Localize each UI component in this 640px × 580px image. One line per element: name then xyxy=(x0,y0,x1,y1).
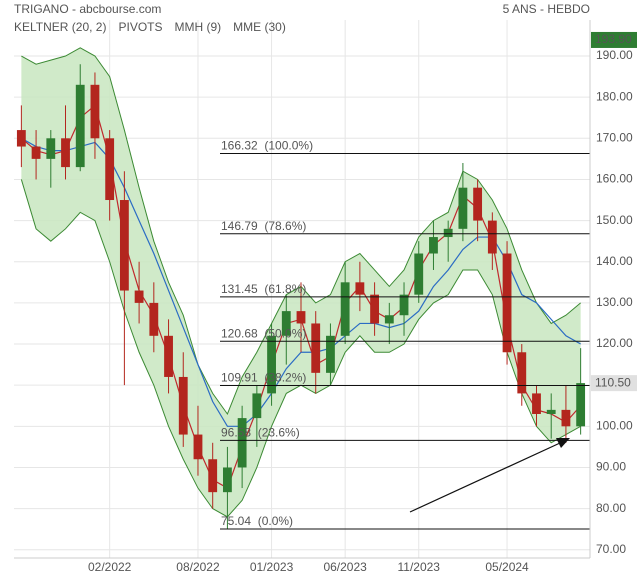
candle-body xyxy=(178,376,188,435)
x-tick-label: 11/2023 xyxy=(397,560,440,574)
trend-arrow xyxy=(409,442,561,513)
candle-body xyxy=(473,187,483,221)
candle-body xyxy=(340,282,350,336)
candle-body xyxy=(119,200,129,291)
legend: KELTNER (20, 2) PIVOTS MMH (9) MME (30) xyxy=(14,20,286,34)
candle-body xyxy=(164,335,173,377)
candle-body xyxy=(149,302,159,336)
x-tick-label: 08/2022 xyxy=(176,560,220,574)
candles xyxy=(16,64,586,530)
price-tag-label: 110.50 xyxy=(595,375,631,389)
x-tick-label: 05/2024 xyxy=(485,560,529,574)
candle-body xyxy=(399,294,409,316)
candle-body xyxy=(193,434,203,460)
candle-body xyxy=(576,383,586,427)
candle-body xyxy=(458,187,468,229)
candle-body xyxy=(105,138,115,201)
candle-body xyxy=(502,253,512,353)
candle-body xyxy=(267,335,276,394)
candle-body xyxy=(355,282,365,295)
candle-body xyxy=(546,409,556,414)
candle-body xyxy=(75,84,85,168)
y-tick-label: 70.00 xyxy=(596,542,626,556)
y-tick-label: 140.00 xyxy=(596,254,633,268)
candle-body xyxy=(517,352,527,394)
fib-label: 109.91 (38.2%) xyxy=(221,371,306,385)
y-tick-label: 100.00 xyxy=(596,419,633,433)
legend-entry: MME (30) xyxy=(233,20,286,34)
price-tag xyxy=(591,31,637,48)
y-tick-label: 150.00 xyxy=(596,213,633,227)
candle-body xyxy=(429,237,438,254)
legend-entry: MMH (9) xyxy=(175,20,222,34)
candle-body xyxy=(296,311,306,324)
candle-body xyxy=(222,467,232,493)
fib-label: 166.32 (100.0%) xyxy=(221,139,313,153)
y-tick-label: 130.00 xyxy=(596,295,633,309)
candle-body xyxy=(46,138,56,159)
candle-body xyxy=(134,290,144,303)
candle-body xyxy=(532,393,541,414)
candle-body xyxy=(443,228,453,238)
fib-label: 146.79 (78.6%) xyxy=(221,219,306,233)
y-tick-label: 190.00 xyxy=(596,48,633,62)
chart-subtitle: 5 ANS - HEBDO xyxy=(503,2,590,16)
moving-average xyxy=(21,137,581,427)
legend-entry: KELTNER (20, 2) xyxy=(14,20,106,34)
candle-body xyxy=(487,220,497,254)
candle-body xyxy=(252,393,262,419)
candle-body xyxy=(90,84,100,139)
candle-body xyxy=(16,130,26,147)
arrow-head xyxy=(556,438,570,448)
x-tick-label: 02/2022 xyxy=(88,560,132,574)
candle-body xyxy=(414,253,424,295)
keltner-fill xyxy=(21,47,581,517)
x-tick-label: 01/2023 xyxy=(250,560,294,574)
price-tag-label: 193.90 xyxy=(595,32,632,46)
candle-body xyxy=(281,311,291,336)
candle-body xyxy=(311,323,321,373)
candle-body xyxy=(237,418,247,468)
y-tick-label: 180.00 xyxy=(596,89,633,103)
y-tick-label: 90.00 xyxy=(596,460,626,474)
candle-body xyxy=(326,335,335,373)
price-tag xyxy=(591,375,637,392)
axis-labels: 70.0080.0090.00100.00110.00120.00130.001… xyxy=(88,31,637,574)
candle-body xyxy=(384,315,394,324)
fibonacci: 166.32 (100.0%) 146.79 (78.6%) 131.45 (61.… xyxy=(220,139,590,530)
chart-title: TRIGANO - abcbourse.com xyxy=(14,2,161,16)
candle-body xyxy=(370,294,380,324)
fib-label: 75.04 (0.0%) xyxy=(221,514,293,528)
y-tick-label: 160.00 xyxy=(596,172,633,186)
x-tick-label: 06/2023 xyxy=(323,560,367,574)
candle-body xyxy=(208,459,218,493)
candle-body xyxy=(561,409,571,427)
y-tick-label: 170.00 xyxy=(596,130,633,144)
fib-label: 120.68 (50.0%) xyxy=(221,326,306,340)
candle-body xyxy=(31,146,41,159)
candle-body xyxy=(61,138,70,168)
fib-label: 96.58 (23.6%) xyxy=(221,426,300,440)
legend-entry: PIVOTS xyxy=(118,20,162,34)
y-tick-label: 80.00 xyxy=(596,501,626,515)
y-tick-label: 120.00 xyxy=(596,336,633,350)
fib-label: 131.45 (61.8%) xyxy=(221,282,306,296)
